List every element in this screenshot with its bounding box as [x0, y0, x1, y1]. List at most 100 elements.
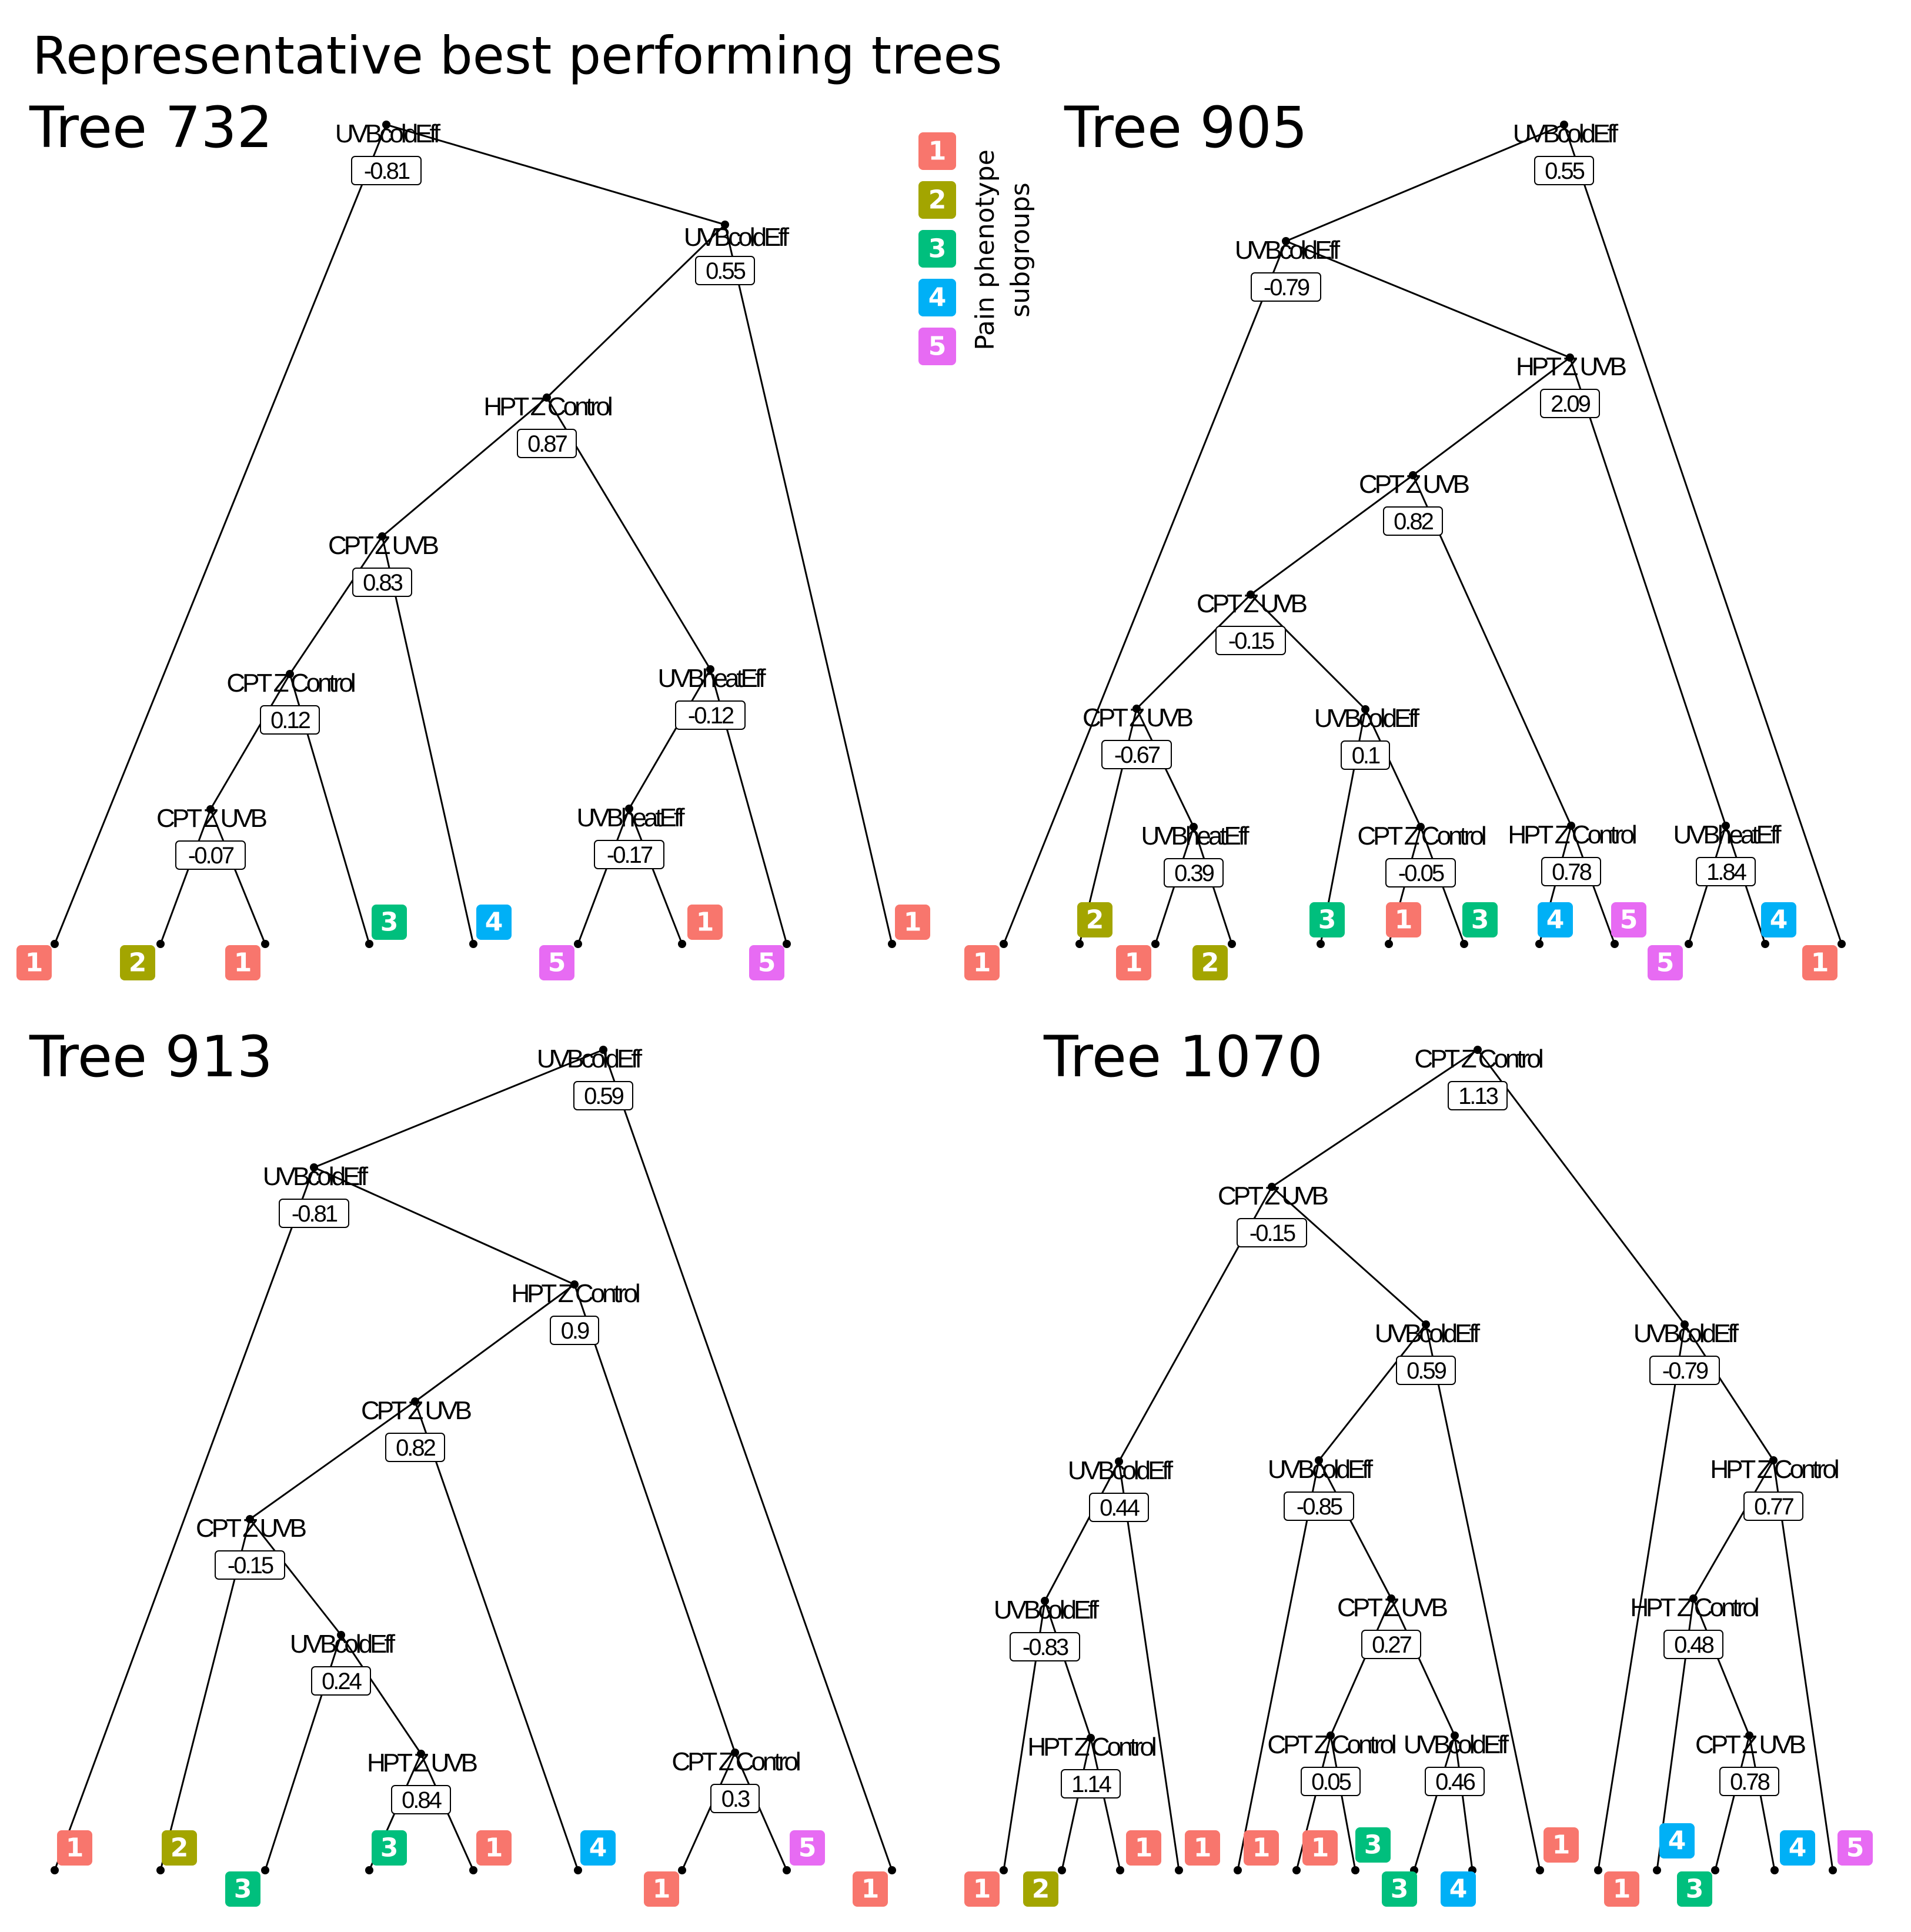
- node-value-box: [1301, 1767, 1361, 1796]
- tree-edge: [1250, 593, 1367, 710]
- tree-title: Tree 913: [29, 1024, 273, 1090]
- svg-text:1: 1: [973, 948, 991, 978]
- node-point: [731, 1749, 739, 1757]
- leaf-badge: 3: [1677, 1871, 1712, 1907]
- node-point: [625, 805, 633, 813]
- tree-edge: [414, 1401, 579, 1871]
- tree-edge: [1683, 1324, 1775, 1461]
- leaf-point: [1711, 1866, 1719, 1874]
- tree-edge: [1118, 1461, 1180, 1871]
- svg-text:3: 3: [1391, 1874, 1409, 1904]
- leaf-point: [1058, 1866, 1066, 1874]
- svg-text:2: 2: [171, 1833, 189, 1863]
- node-point: [286, 670, 294, 678]
- node-split-label: CPT Z UVB: [1695, 1730, 1806, 1759]
- svg-text:4: 4: [1668, 1826, 1686, 1856]
- leaf-badge: 3: [372, 905, 407, 940]
- node-value: 0.59: [584, 1083, 624, 1109]
- leaf-badge: 4: [476, 905, 512, 940]
- tree-edge: [1364, 709, 1422, 827]
- leaf-badge: 1: [1544, 1827, 1579, 1863]
- leaf-point: [1611, 940, 1619, 948]
- leaf-point: [51, 1866, 59, 1874]
- node-value: 0.83: [363, 570, 403, 596]
- svg-text:3: 3: [1364, 1830, 1382, 1860]
- legend-title-line1: Pain phenotype: [970, 149, 1000, 351]
- svg-text:1: 1: [1395, 905, 1413, 935]
- leaf-badge: 4: [1538, 902, 1573, 937]
- leaf-badge: 1: [1604, 1871, 1639, 1907]
- svg-text:2: 2: [1201, 948, 1220, 978]
- node-value: -0.67: [1114, 742, 1160, 768]
- node-value-box: [385, 1433, 445, 1462]
- legend-item-2: 2: [918, 181, 956, 219]
- leaf-badge: 2: [1192, 945, 1228, 980]
- svg-text:1: 1: [1613, 1874, 1631, 1904]
- tree-edge: [340, 1634, 422, 1754]
- svg-text:4: 4: [485, 907, 503, 937]
- svg-text:1: 1: [1311, 1833, 1329, 1863]
- leaf-point: [574, 940, 582, 948]
- node-point: [1745, 1731, 1753, 1740]
- node-point: [1681, 1320, 1689, 1329]
- tree-edge: [724, 224, 893, 945]
- node-value-box: [215, 1550, 285, 1580]
- leaf-point: [1385, 940, 1393, 948]
- node-split-label: CPT Z UVB: [156, 804, 267, 833]
- node-value: -0.79: [1662, 1358, 1708, 1384]
- leaf-badge: 1: [853, 1871, 888, 1907]
- node-split-label: CPT Z UVB: [361, 1396, 472, 1425]
- node-split-label: HPT Z Control: [1710, 1455, 1838, 1484]
- svg-text:3: 3: [928, 234, 947, 264]
- node-value: 0.24: [322, 1669, 362, 1694]
- node-point: [1689, 1594, 1698, 1603]
- node-point: [1422, 1320, 1430, 1329]
- leaf-point: [1317, 940, 1325, 948]
- leaf-point: [1653, 1866, 1661, 1874]
- leaf-badge: 3: [1382, 1871, 1417, 1907]
- tree-edge: [1476, 1049, 1686, 1325]
- tree-edge: [1044, 1600, 1092, 1739]
- leaf-point: [1075, 940, 1084, 948]
- node-value-box: [1649, 1356, 1720, 1385]
- node-value-box: [1341, 740, 1390, 770]
- node-value: 0.78: [1730, 1769, 1770, 1795]
- tree-edge: [289, 536, 383, 675]
- node-value: -0.81: [292, 1201, 338, 1227]
- leaf-badge: 2: [162, 1830, 197, 1866]
- tree-edge: [1061, 1737, 1092, 1871]
- tree-edge: [734, 1752, 788, 1871]
- svg-text:1: 1: [1811, 948, 1829, 978]
- node-value: 0.1: [1352, 743, 1380, 769]
- node-point: [1190, 823, 1198, 831]
- node-value: -0.05: [1398, 860, 1444, 886]
- node-value-box: [1696, 857, 1756, 886]
- tree-edge: [1390, 1598, 1456, 1736]
- node-split-label: UVBcoldEff: [537, 1045, 643, 1073]
- leaf-point: [678, 1866, 686, 1874]
- node-value: -0.15: [228, 1553, 273, 1579]
- node-point: [706, 665, 714, 673]
- node-value: 0.39: [1174, 860, 1214, 886]
- leaf-point: [261, 940, 269, 948]
- node-split-label: HPT Z Control: [1630, 1593, 1758, 1622]
- tree-edge: [159, 809, 212, 945]
- tree-edge: [573, 1284, 736, 1753]
- svg-text:4: 4: [1449, 1874, 1468, 1904]
- legend-item-5: 5: [918, 328, 956, 365]
- legend: 1 2 3 4 5 Pain phenotype subgroups: [918, 132, 1035, 365]
- tree-edge: [1318, 1324, 1427, 1461]
- leaf-point: [1460, 940, 1468, 948]
- leaf-point: [469, 1866, 477, 1874]
- node-value: 1.13: [1458, 1083, 1498, 1109]
- node-split-label: UVBcoldEff: [684, 223, 790, 252]
- tree-edge: [1329, 1735, 1357, 1871]
- node-split-label: CPT Z Control: [1414, 1045, 1542, 1073]
- svg-text:1: 1: [234, 948, 252, 978]
- node-value: 0.12: [270, 708, 310, 733]
- leaf-badge: 2: [1077, 902, 1112, 937]
- node-value-box: [1448, 1081, 1508, 1110]
- svg-text:5: 5: [1846, 1833, 1865, 1863]
- tree-edge: [386, 124, 726, 226]
